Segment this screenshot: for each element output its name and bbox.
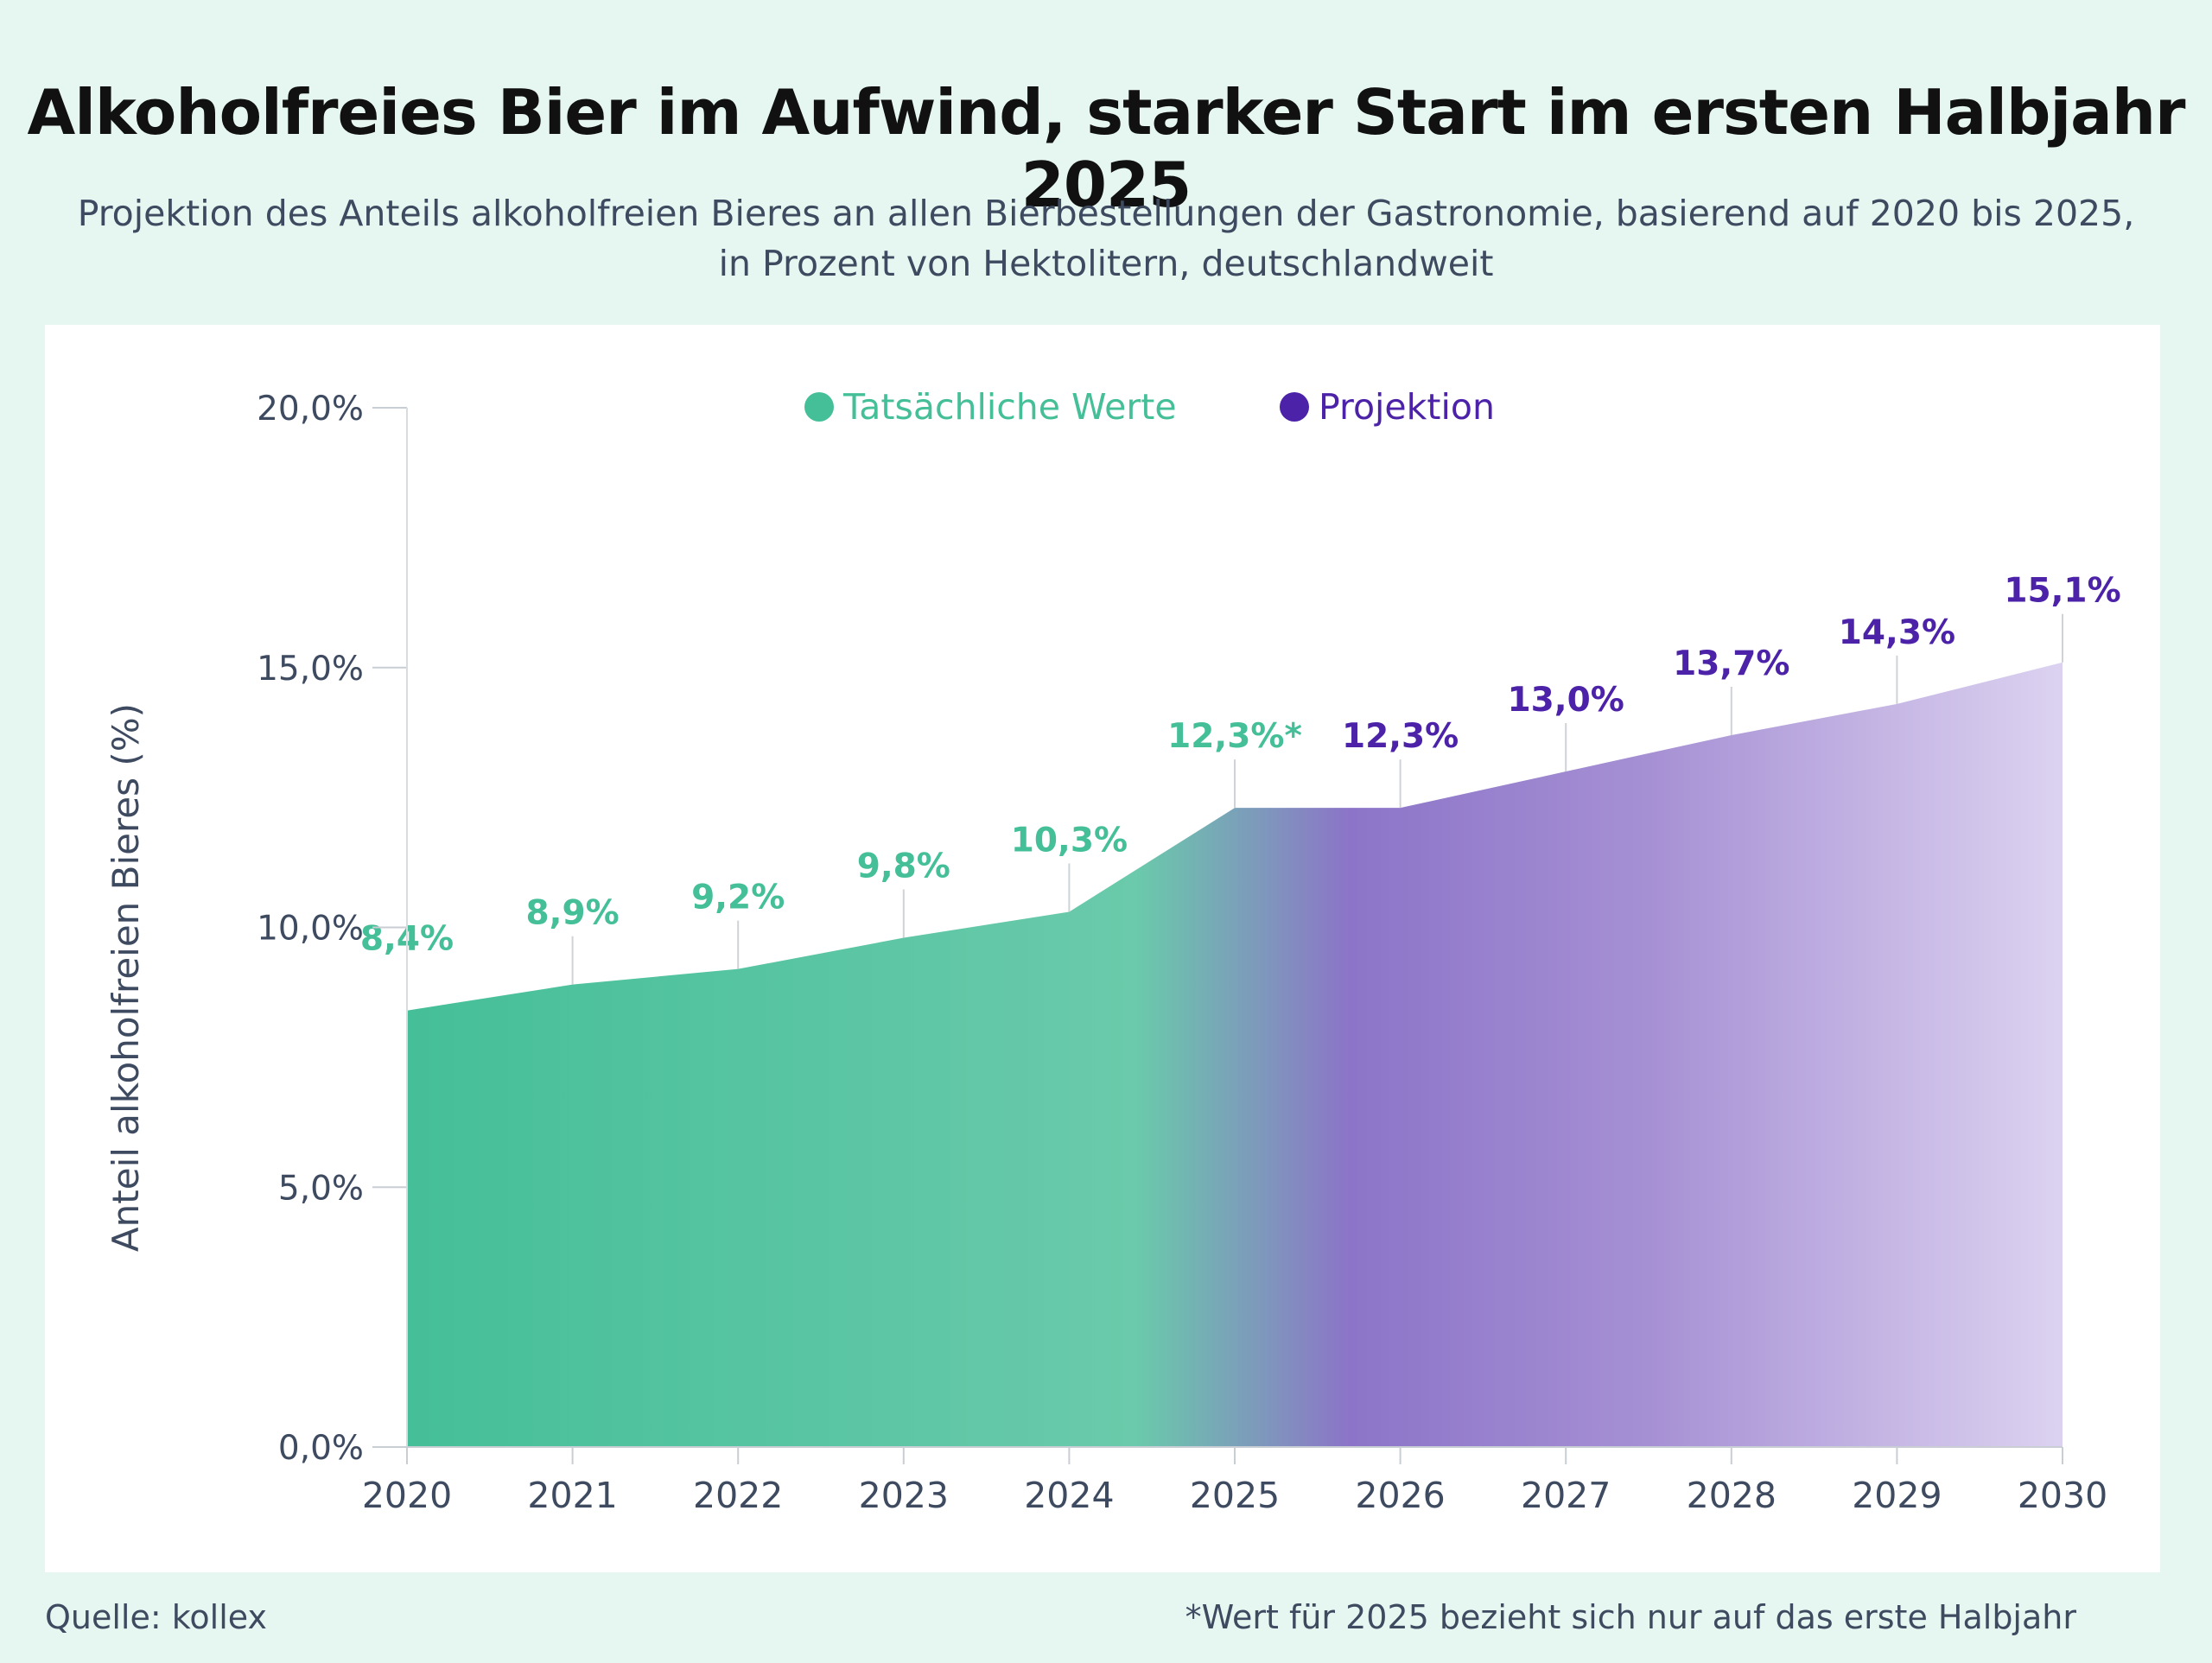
data-label: 15,1% (2004, 572, 2120, 611)
legend-marker (804, 392, 834, 422)
x-tick-label: 2022 (693, 1475, 783, 1516)
footnote: *Wert für 2025 bezieht sich nur auf das … (1185, 1598, 2076, 1636)
chart-subtitle: Projektion des Anteils alkoholfreien Bie… (0, 188, 2212, 289)
data-label: 10,3% (1011, 821, 1128, 860)
x-tick-label: 2023 (859, 1475, 949, 1516)
x-tick-label: 2028 (1687, 1475, 1777, 1516)
subtitle-line-2: in Prozent von Hektolitern, deutschlandw… (718, 243, 1494, 284)
legend-label: Projektion (1319, 386, 1495, 428)
y-tick-label: 20,0% (257, 390, 364, 428)
y-tick-label: 15,0% (257, 650, 364, 689)
chart-panel: 8,4% 8,9% 9,2% 9,8% 10,3% 12,3%* 12,3% 13,0% 13,… (45, 325, 2160, 1572)
x-tick-label: 2030 (2018, 1475, 2107, 1516)
x-tick-label: 2027 (1521, 1475, 1611, 1516)
x-tick-label: 2021 (527, 1475, 617, 1516)
data-label: 8,9% (526, 894, 620, 933)
y-tick-label: 5,0% (278, 1169, 364, 1208)
chart-title: Alkoholfreies Bier im Aufwind, starker S… (27, 76, 2186, 221)
x-tick-label: 2029 (1852, 1475, 1942, 1516)
x-tick-label: 2024 (1024, 1475, 1114, 1516)
data-label: 9,2% (691, 879, 785, 917)
legend-marker (1280, 392, 1309, 422)
area-chart: 8,4%8,9% 9,2%9,8%10,3%12,3%* 12,3%13,0%13,… (105, 386, 2121, 1516)
y-tick-label: 0,0% (278, 1429, 364, 1468)
data-label: 9,8% (857, 847, 950, 886)
data-area (407, 662, 2063, 1447)
data-label: 14,3% (1839, 613, 1955, 652)
data-label: 13,0% (1508, 681, 1624, 720)
source-note: Quelle: kollex (45, 1598, 267, 1636)
legend-label: Tatsächliche Werte (842, 386, 1177, 428)
x-tick-label: 2025 (1190, 1475, 1280, 1516)
x-tick-label: 2020 (362, 1475, 452, 1516)
data-label: 12,3%* (1167, 717, 1302, 756)
x-tick-label: 2026 (1355, 1475, 1445, 1516)
data-label: 13,7% (1673, 644, 1789, 683)
y-tick-label: 10,0% (257, 910, 364, 949)
y-axis-title: Anteil alkoholfreien Bieres (%) (105, 703, 147, 1252)
subtitle-line-1: Projektion des Anteils alkoholfreien Bie… (77, 193, 2135, 234)
data-label: 12,3% (1342, 717, 1459, 756)
